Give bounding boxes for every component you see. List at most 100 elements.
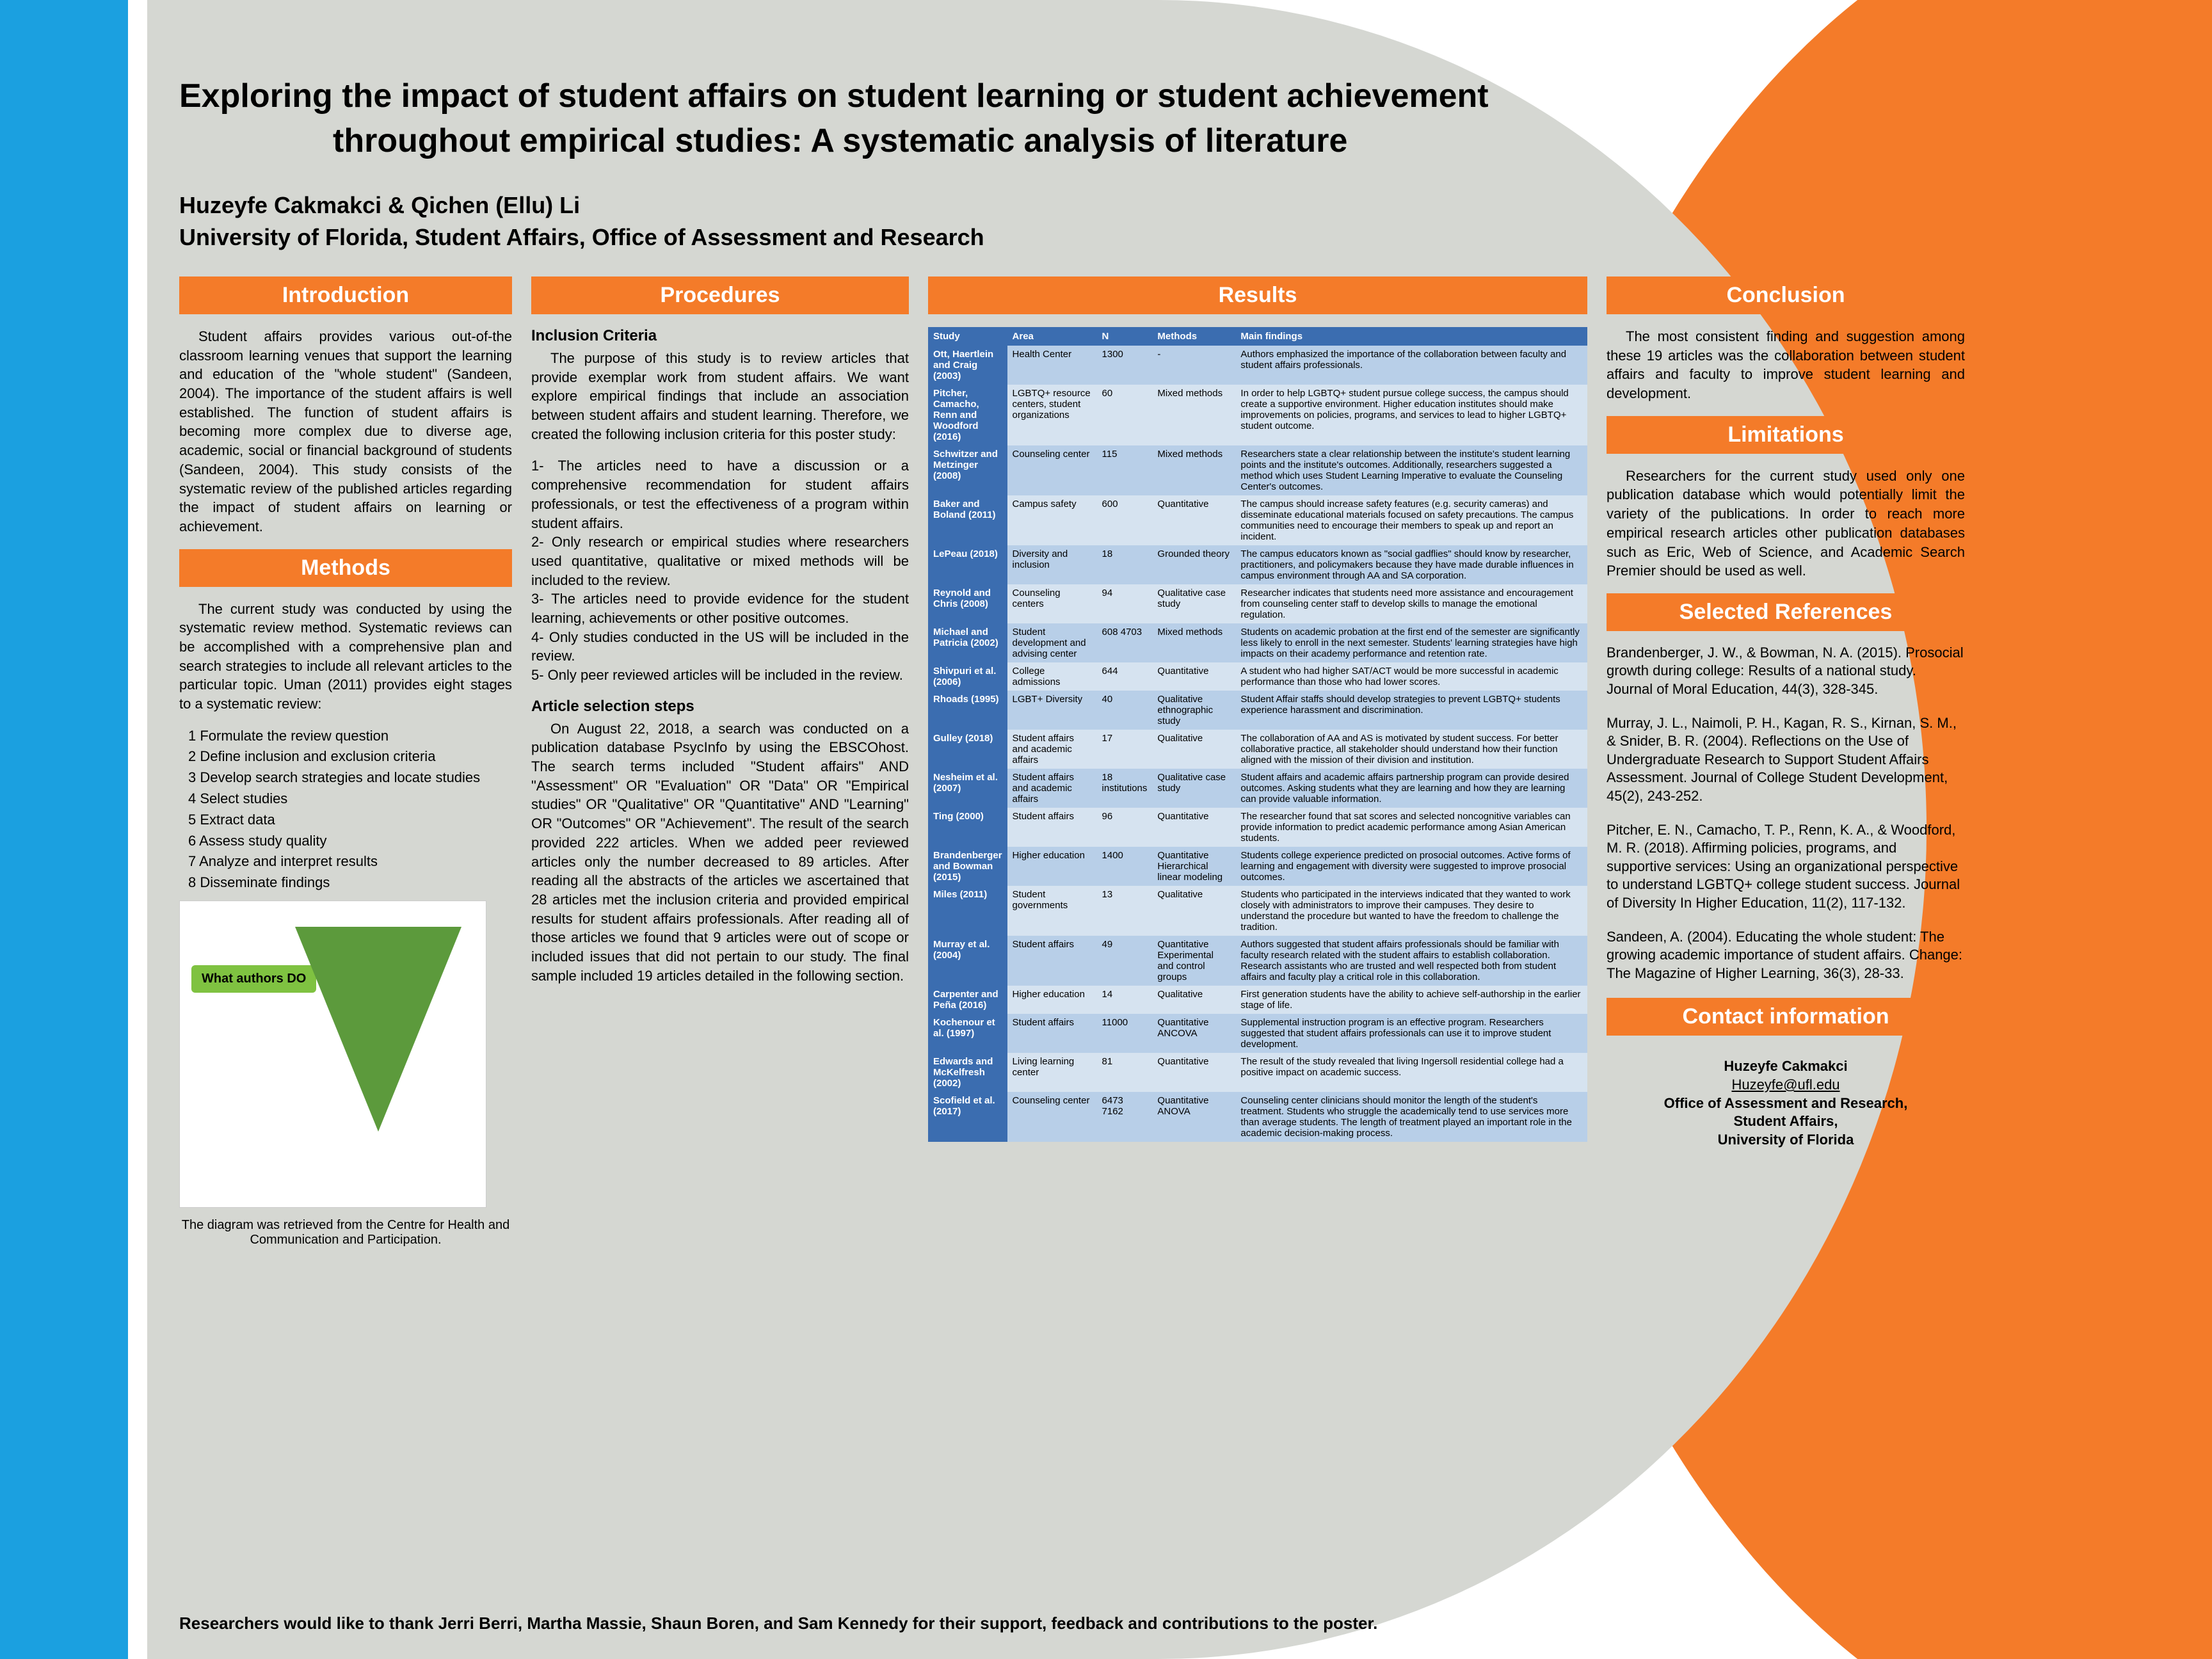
contact-line-1: Office of Assessment and Research, <box>1607 1094 1965 1113</box>
table-cell: The collaboration of AA and AS is motiva… <box>1235 730 1587 769</box>
table-cell: Authors suggested that student affairs p… <box>1235 936 1587 986</box>
inclusion-criteria-list: 1- The articles need to have a discussio… <box>531 456 909 684</box>
funnel-shape-icon <box>295 927 461 1132</box>
reference-item: Sandeen, A. (2004). Educating the whole … <box>1607 928 1965 983</box>
table-cell: Campus safety <box>1007 495 1097 545</box>
table-cell: Gulley (2018) <box>928 730 1007 769</box>
table-cell: Reynold and Chris (2008) <box>928 584 1007 623</box>
table-row: LePeau (2018)Diversity and inclusion18Gr… <box>928 545 1587 584</box>
table-cell: Carpenter and Peña (2016) <box>928 986 1007 1014</box>
table-cell: Supplemental instruction program is an e… <box>1235 1014 1587 1053</box>
methods-step: 4 Select studies <box>188 789 512 809</box>
table-cell: In order to help LGBTQ+ student pursue c… <box>1235 385 1587 445</box>
table-cell: Qualitative <box>1152 886 1235 936</box>
table-cell: Student affairs <box>1007 808 1097 847</box>
table-cell: 115 <box>1097 445 1153 495</box>
table-row: Miles (2011)Student governments13Qualita… <box>928 886 1587 936</box>
column-1: Introduction Student affairs provides va… <box>179 276 512 1247</box>
table-cell: Mixed methods <box>1152 623 1235 662</box>
table-row: Shivpuri et al. (2006)College admissions… <box>928 662 1587 691</box>
table-cell: Qualitative case study <box>1152 584 1235 623</box>
header-conclusion: Conclusion <box>1607 276 1965 314</box>
affiliation: University of Florida, Student Affairs, … <box>179 224 2023 251</box>
table-cell: Ott, Haertlein and Craig (2003) <box>928 346 1007 385</box>
limitations-text: Researchers for the current study used o… <box>1607 467 1965 581</box>
contact-line-2: Student Affairs, <box>1607 1112 1965 1131</box>
table-cell: 18 <box>1097 545 1153 584</box>
table-cell: Student affairs <box>1007 1014 1097 1053</box>
header-procedures: Procedures <box>531 276 909 314</box>
table-cell: Quantitative <box>1152 1053 1235 1092</box>
header-results: Results <box>928 276 1587 314</box>
table-cell: Counseling center <box>1007 445 1097 495</box>
table-cell: - <box>1152 346 1235 385</box>
table-cell: The campus should increase safety featur… <box>1235 495 1587 545</box>
columns-container: Introduction Student affairs provides va… <box>179 276 2023 1247</box>
table-row: Rhoads (1995)LGBT+ Diversity40Qualitativ… <box>928 691 1587 730</box>
table-row: Nesheim et al. (2007)Student affairs and… <box>928 769 1587 808</box>
contact-line-3: University of Florida <box>1607 1131 1965 1150</box>
table-row: Scofield et al. (2017)Counseling center6… <box>928 1092 1587 1142</box>
header-limitations: Limitations <box>1607 416 1965 454</box>
table-cell: LePeau (2018) <box>928 545 1007 584</box>
table-cell: Shivpuri et al. (2006) <box>928 662 1007 691</box>
table-cell: Rhoads (1995) <box>928 691 1007 730</box>
table-cell: Living learning center <box>1007 1053 1097 1092</box>
methods-text: The current study was conducted by using… <box>179 600 512 714</box>
table-cell: Students on academic probation at the fi… <box>1235 623 1587 662</box>
results-table: StudyAreaNMethodsMain findings Ott, Haer… <box>928 327 1587 1142</box>
table-cell: Kochenour et al. (1997) <box>928 1014 1007 1053</box>
table-row: Murray et al. (2004)Student affairs49Qua… <box>928 936 1587 986</box>
table-cell: 608 4703 <box>1097 623 1153 662</box>
table-row: Reynold and Chris (2008)Counseling cente… <box>928 584 1587 623</box>
table-row: Michael and Patricia (2002)Student devel… <box>928 623 1587 662</box>
table-cell: Student affairs and academic affairs par… <box>1235 769 1587 808</box>
table-cell: LGBTQ+ resource centers, student organiz… <box>1007 385 1097 445</box>
methods-step: 7 Analyze and interpret results <box>188 852 512 872</box>
table-cell: 644 <box>1097 662 1153 691</box>
table-cell: Quantitative <box>1152 662 1235 691</box>
table-cell: A student who had higher SAT/ACT would b… <box>1235 662 1587 691</box>
acknowledgements: Researchers would like to thank Jerri Be… <box>179 1614 1377 1633</box>
procedures-text-1: The purpose of this study is to review a… <box>531 349 909 444</box>
table-cell: Students who participated in the intervi… <box>1235 886 1587 936</box>
table-cell: The campus educators known as "social ga… <box>1235 545 1587 584</box>
table-cell: Qualitative ethnographic study <box>1152 691 1235 730</box>
reference-item: Pitcher, E. N., Camacho, T. P., Renn, K.… <box>1607 821 1965 913</box>
table-cell: Health Center <box>1007 346 1097 385</box>
conclusion-text: The most consistent finding and suggesti… <box>1607 327 1965 403</box>
table-header-cell: Methods <box>1152 327 1235 346</box>
intro-text: Student affairs provides various out-of-… <box>179 327 512 536</box>
table-row: Gulley (2018)Student affairs and academi… <box>928 730 1587 769</box>
column-4: Conclusion The most consistent finding a… <box>1607 276 1965 1149</box>
table-cell: 11000 <box>1097 1014 1153 1053</box>
table-row: Schwitzer and Metzinger (2008)Counseling… <box>928 445 1587 495</box>
inclusion-criteria-subhead: Inclusion Criteria <box>531 327 909 345</box>
contact-email: Huzeyfe@ufl.edu <box>1607 1076 1965 1094</box>
authors: Huzeyfe Cakmakci & Qichen (Ellu) Li <box>179 192 2023 219</box>
table-cell: Qualitative <box>1152 730 1235 769</box>
table-cell: Diversity and inclusion <box>1007 545 1097 584</box>
table-cell: 60 <box>1097 385 1153 445</box>
methods-step: 3 Develop search strategies and locate s… <box>188 768 512 788</box>
table-row: Kochenour et al. (1997)Student affairs11… <box>928 1014 1587 1053</box>
table-cell: 94 <box>1097 584 1153 623</box>
methods-step: 6 Assess study quality <box>188 831 512 851</box>
table-cell: Higher education <box>1007 847 1097 886</box>
reference-item: Murray, J. L., Naimoli, P. H., Kagan, R.… <box>1607 714 1965 806</box>
procedures-text-2: On August 22, 2018, a search was conduct… <box>531 719 909 986</box>
table-cell: 17 <box>1097 730 1153 769</box>
header-introduction: Introduction <box>179 276 512 314</box>
table-cell: Qualitative case study <box>1152 769 1235 808</box>
table-cell: Pitcher, Camacho, Renn and Woodford (201… <box>928 385 1007 445</box>
table-cell: Higher education <box>1007 986 1097 1014</box>
methods-steps-list: 1 Formulate the review question2 Define … <box>188 726 512 894</box>
table-cell: Authors emphasized the importance of the… <box>1235 346 1587 385</box>
table-cell: Nesheim et al. (2007) <box>928 769 1007 808</box>
table-row: Edwards and McKelfresh (2002)Living lear… <box>928 1053 1587 1092</box>
table-cell: Student development and advising center <box>1007 623 1097 662</box>
table-cell: 6473 7162 <box>1097 1092 1153 1142</box>
table-header-cell: Study <box>928 327 1007 346</box>
table-cell: Grounded theory <box>1152 545 1235 584</box>
table-cell: Student affairs and academic affairs <box>1007 769 1097 808</box>
